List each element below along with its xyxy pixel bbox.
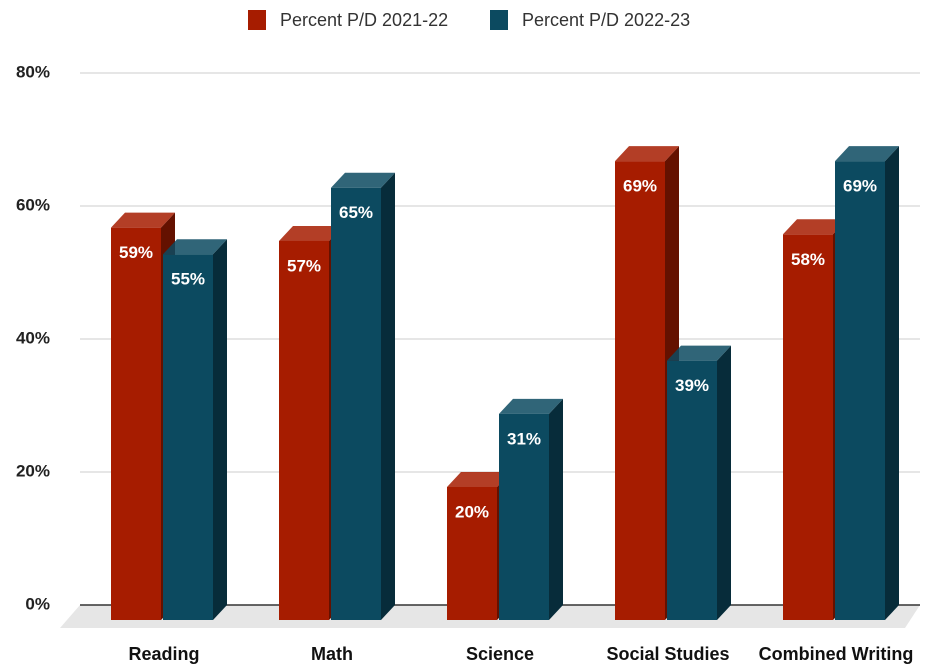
value-label: 65% — [339, 203, 373, 222]
bar — [783, 234, 833, 621]
x-tick-label: Combined Writing — [759, 644, 914, 664]
y-tick-label: 60% — [16, 195, 50, 214]
bar-top — [279, 225, 343, 241]
bar-top — [783, 219, 847, 235]
value-label: 20% — [455, 502, 489, 521]
value-label: 55% — [171, 270, 205, 289]
bar-top — [835, 146, 899, 162]
bar-side — [717, 345, 731, 620]
bar-top — [667, 345, 731, 361]
bar — [331, 187, 381, 620]
legend-label: Percent P/D 2022-23 — [522, 10, 690, 30]
value-label: 57% — [287, 256, 321, 275]
bar-side — [381, 172, 395, 620]
y-tick-label: 0% — [25, 594, 50, 613]
legend-label: Percent P/D 2021-22 — [280, 10, 448, 30]
value-label: 69% — [843, 177, 877, 196]
value-label: 59% — [119, 243, 153, 262]
bar — [447, 487, 497, 620]
x-tick-label: Math — [311, 644, 353, 664]
bar — [667, 360, 717, 620]
bar — [615, 161, 665, 620]
value-label: 31% — [507, 429, 541, 448]
x-tick-label: Social Studies — [606, 644, 729, 664]
bar-top — [111, 212, 175, 228]
bar-top — [163, 239, 227, 255]
y-tick-label: 80% — [16, 62, 50, 81]
legend-swatch — [490, 10, 508, 30]
bar-side — [885, 146, 899, 620]
bar — [111, 227, 161, 620]
value-label: 39% — [675, 376, 709, 395]
x-tick-label: Science — [466, 644, 534, 664]
bar-top — [331, 172, 395, 188]
bar — [163, 254, 213, 620]
y-tick-label: 20% — [16, 461, 50, 480]
bar — [279, 240, 329, 620]
bar-side — [213, 239, 227, 620]
bar-top — [615, 146, 679, 162]
bar — [835, 161, 885, 620]
bar-top — [447, 472, 511, 487]
bar-side — [549, 398, 563, 620]
x-tick-label: Reading — [128, 644, 199, 664]
value-label: 69% — [623, 177, 657, 196]
value-label: 58% — [791, 250, 825, 269]
legend-swatch — [248, 10, 266, 30]
bar — [499, 413, 549, 620]
y-tick-label: 40% — [16, 328, 50, 347]
bar-top — [499, 398, 563, 414]
